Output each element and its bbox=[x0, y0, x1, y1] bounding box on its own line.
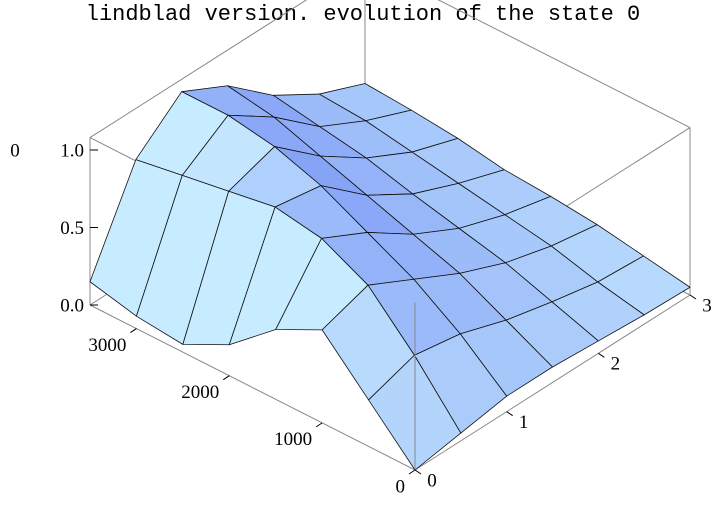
x-tick-label: 1 bbox=[519, 412, 529, 433]
y-tick bbox=[315, 422, 323, 428]
box-edge bbox=[414, 294, 691, 471]
z-tick-label: 0.0 bbox=[60, 295, 84, 316]
x-tick bbox=[506, 411, 513, 417]
box-edge bbox=[89, 0, 308, 139]
x-tick-label: 2 bbox=[611, 354, 621, 375]
y-tick bbox=[408, 469, 416, 475]
y-tick-label: 3000 bbox=[88, 335, 126, 356]
y-tick bbox=[223, 375, 230, 381]
y-tick-label: 0 bbox=[396, 476, 406, 497]
x-tick-label: 3 bbox=[702, 295, 712, 316]
box-edge bbox=[89, 304, 416, 471]
x-tick bbox=[414, 469, 422, 475]
z-tick-label: 1.0 bbox=[60, 140, 84, 161]
box-edge bbox=[437, 0, 691, 129]
x-tick-label: 0 bbox=[427, 470, 437, 491]
clipped-label: 0 bbox=[10, 140, 20, 161]
z-tick-label: 0.5 bbox=[60, 218, 84, 239]
y-tick-label: 1000 bbox=[274, 429, 312, 450]
y-tick bbox=[130, 328, 137, 333]
x-tick bbox=[598, 352, 605, 358]
y-tick-label: 2000 bbox=[181, 382, 219, 403]
chart-title: lindblad version. evolution of the state… bbox=[86, 2, 641, 27]
x-tick bbox=[689, 294, 697, 300]
